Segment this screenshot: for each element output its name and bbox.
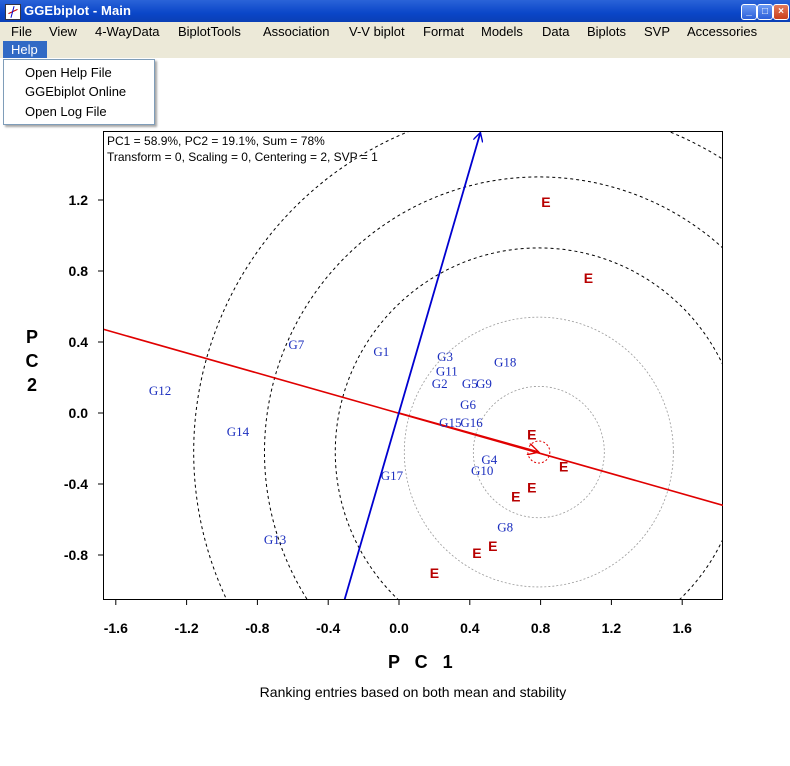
genotype-marker: G13: [264, 532, 286, 547]
genotype-marker: G16: [460, 415, 483, 430]
x-axis-label: P C 1: [388, 652, 458, 672]
menu-association[interactable]: Association: [263, 24, 330, 39]
genotype-marker: G2: [432, 376, 448, 391]
average-environment-ordinate: [344, 133, 480, 599]
y-axis-label-char: C: [25, 351, 39, 371]
y-tick-label: 1.2: [69, 192, 89, 208]
x-tick-label: 0.8: [531, 620, 551, 636]
transform-info: Transform = 0, Scaling = 0, Centering = …: [107, 150, 378, 164]
menu-models[interactable]: Models: [481, 24, 523, 39]
menu-bar: File View 4-WayData BiplotTools Associat…: [0, 22, 790, 41]
x-tick-label: -0.8: [245, 620, 269, 636]
menu-biplots[interactable]: Biplots: [587, 24, 627, 39]
menu-svp[interactable]: SVP: [644, 24, 671, 39]
x-tick-label: 1.2: [602, 620, 622, 636]
environment-marker: E: [527, 426, 536, 442]
menu-biplottools[interactable]: BiplotTools: [178, 24, 241, 39]
x-tick-label: 1.6: [672, 620, 692, 636]
environment-marker: E: [559, 458, 568, 474]
environment-marker: E: [541, 194, 550, 210]
menu-item-open-help-file[interactable]: Open Help File: [25, 65, 112, 80]
x-tick-label: -1.2: [175, 620, 199, 636]
window-title: GGEbiplot - Main: [24, 3, 132, 18]
menu-help-label: Help: [11, 42, 38, 57]
y-axis-label-char: 2: [26, 375, 37, 395]
y-tick-label: 0.0: [69, 405, 89, 421]
concentric-circle: [334, 247, 723, 599]
help-dropdown-menu: Open Help File GGEbiplot Online Open Log…: [3, 59, 155, 125]
genotype-marker: G18: [494, 355, 516, 370]
genotype-marker: G14: [227, 424, 250, 439]
genotype-marker: G10: [471, 463, 493, 478]
average-environment-circle: [527, 440, 551, 464]
genotype-marker: G1: [373, 344, 389, 359]
y-tick-label: 0.4: [69, 334, 89, 350]
y-tick-label: 0.8: [69, 263, 89, 279]
menu-file[interactable]: File: [11, 24, 32, 39]
chart-caption: Ranking entries based on both mean and s…: [259, 684, 567, 700]
y-tick-label: -0.8: [64, 547, 88, 563]
concentric-circle: [403, 316, 674, 588]
genotype-marker: G7: [288, 337, 304, 352]
maximize-button[interactable]: □: [757, 4, 773, 20]
plot-frame: [103, 131, 723, 600]
genotype-marker: G4: [481, 452, 497, 467]
genotype-marker: G15: [439, 415, 461, 430]
environment-marker: E: [527, 480, 536, 496]
y-axis-label-char: P: [25, 327, 38, 347]
x-tick-label: -1.6: [104, 620, 128, 636]
y-tick-label: -0.4: [64, 476, 88, 492]
x-tick-label: -0.4: [316, 620, 340, 636]
genotype-marker: G3: [437, 349, 453, 364]
menu-bar-row-2: Help: [0, 41, 790, 58]
genotype-marker: G5: [462, 376, 478, 391]
menu-4waydata[interactable]: 4-WayData: [95, 24, 160, 39]
menu-item-open-log-file[interactable]: Open Log File: [25, 104, 107, 119]
genotype-marker: G8: [497, 520, 513, 535]
genotype-marker: G17: [381, 468, 404, 483]
close-button[interactable]: ×: [773, 4, 789, 20]
environment-marker: E: [472, 545, 481, 561]
y-axis-label: P C 2: [23, 325, 41, 397]
genotype-marker: G9: [476, 376, 492, 391]
x-tick-label: 0.0: [389, 620, 409, 636]
environment-marker: E: [584, 270, 593, 286]
environment-marker: E: [511, 488, 520, 504]
menu-data[interactable]: Data: [542, 24, 570, 39]
menu-help[interactable]: Help: [3, 41, 47, 58]
menu-view[interactable]: View: [49, 24, 77, 39]
x-tick-label: 0.4: [460, 620, 480, 636]
menu-accessories[interactable]: Accessories: [687, 24, 758, 39]
genotype-marker: G6: [460, 397, 476, 412]
menu-item-ggebiplot-online[interactable]: GGEbiplot Online: [25, 84, 127, 99]
variance-info: PC1 = 58.9%, PC2 = 19.1%, Sum = 78%: [107, 134, 325, 148]
minimize-button[interactable]: _: [741, 4, 757, 20]
genotype-marker: G11: [436, 363, 458, 378]
menu-vv-biplot[interactable]: V-V biplot: [349, 24, 405, 39]
genotype-marker: G12: [149, 383, 171, 398]
concentric-circle: [264, 176, 723, 599]
environment-marker: E: [488, 538, 497, 554]
environment-marker: E: [430, 565, 439, 581]
ggebiplot-app-icon[interactable]: [5, 4, 21, 20]
menu-format[interactable]: Format: [423, 24, 465, 39]
concentric-circle: [193, 132, 723, 599]
title-bar[interactable]: GGEbiplot - Main _ □ ×: [0, 0, 790, 22]
